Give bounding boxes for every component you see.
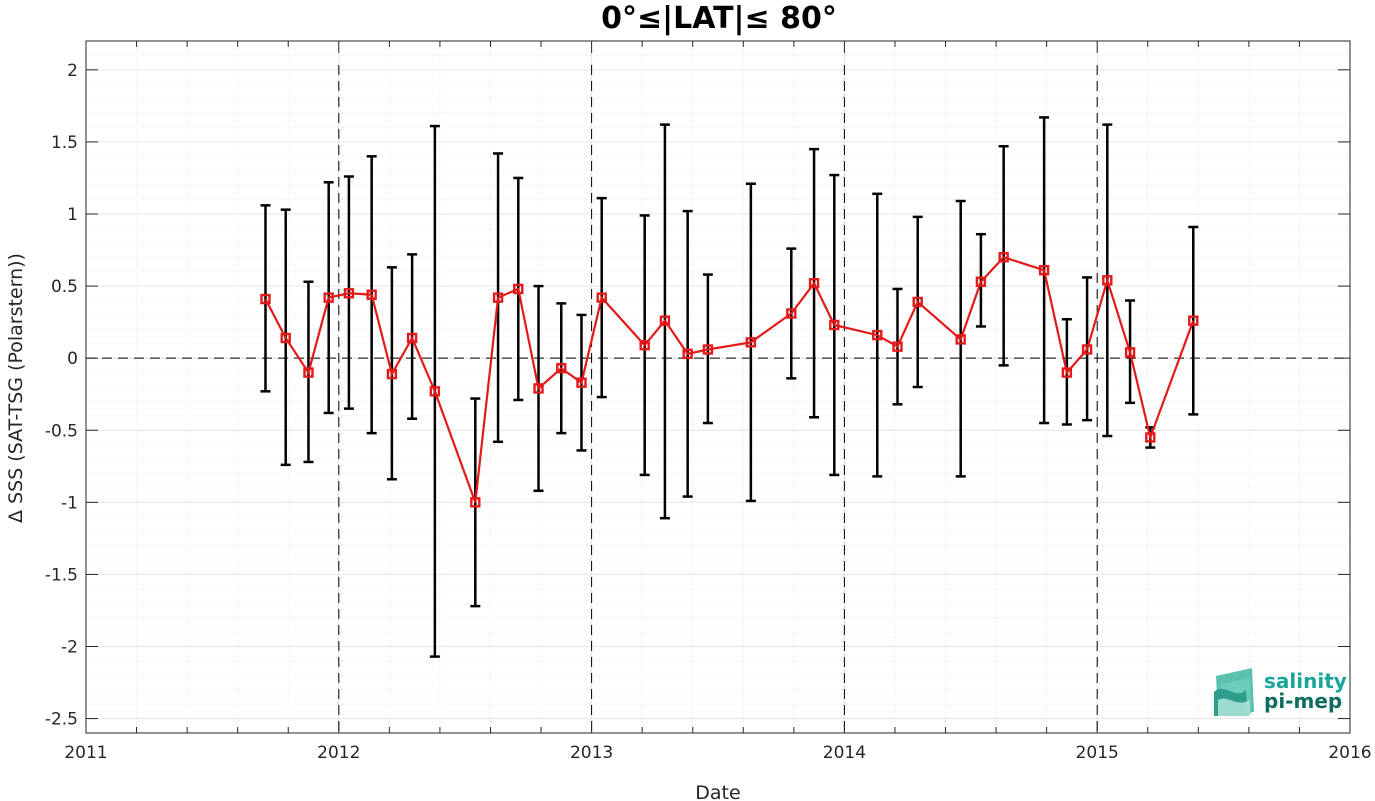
data-point-marker [1124, 347, 1136, 358]
y-tick-labels: 2 1.5 1 0.5 0 -0.5 -1 -1.5 -2 -2.5 [45, 61, 78, 730]
data-point-marker [556, 363, 567, 374]
data-point-marker [303, 367, 314, 378]
y-tick-label: 0 [67, 349, 78, 369]
data-point-marker [429, 386, 441, 397]
y-tick-label: 1.5 [51, 133, 78, 153]
x-tick-label: 2013 [570, 743, 613, 763]
data-point-marker [745, 337, 757, 348]
data-point-marker [975, 276, 987, 287]
data-point-marker [872, 329, 883, 341]
data-point-marker [470, 497, 481, 508]
data-point-marker [1081, 344, 1093, 355]
x-tick-label: 2015 [1076, 743, 1119, 763]
data-point-marker [260, 293, 271, 305]
data-point-marker [280, 332, 291, 344]
axis-ticks [85, 41, 1351, 733]
data-point-marker [912, 296, 923, 308]
data-point-marker [1188, 315, 1199, 326]
y-tick-label: -1 [61, 493, 78, 513]
y-tick-label: -2.5 [45, 710, 78, 730]
grid [85, 40, 1351, 734]
data-point-marker [533, 383, 544, 394]
series-markers [260, 252, 1199, 508]
data-point-marker [1061, 367, 1073, 378]
data-point-marker [386, 368, 398, 380]
y-axis-label: Δ SSS (SAT-TSG (Polarstern)) [5, 253, 27, 523]
y-tick-label: -0.5 [45, 421, 78, 441]
x-tick-label: 2014 [823, 743, 866, 763]
x-axis-label: Date [695, 782, 740, 801]
data-point-marker [323, 292, 334, 303]
plot-area-frame [85, 40, 1351, 734]
x-tick-labels: 2011 2012 2013 2014 2015 2016 [64, 743, 1371, 763]
data-point-marker [892, 341, 903, 352]
data-point-marker [492, 292, 504, 303]
data-point-marker [1102, 275, 1113, 286]
error-bars [260, 116, 1199, 658]
data-point-marker [808, 278, 820, 289]
logo-wave-icon [1214, 668, 1254, 716]
salinity-pi-mep-logo: salinity pi-mep [1214, 668, 1347, 716]
data-point-marker [406, 332, 418, 344]
data-point-marker [366, 289, 377, 300]
y-tick-label: 1 [67, 205, 78, 225]
data-point-marker [513, 283, 524, 295]
data-point-marker [955, 334, 966, 345]
data-point-marker [639, 339, 650, 351]
data-point-marker [343, 288, 355, 299]
chart-title: 0°≤|LAT|≤ 80° [601, 1, 837, 36]
data-point-marker [659, 315, 671, 326]
data-point-marker [1145, 432, 1156, 443]
data-point-marker [829, 319, 840, 331]
y-tick-label: -2 [61, 638, 78, 658]
data-point-marker [576, 377, 587, 388]
data-point-marker [702, 344, 714, 355]
data-point-marker [1038, 265, 1050, 276]
x-tick-label: 2016 [1328, 743, 1371, 763]
data-point-marker [998, 252, 1009, 263]
y-tick-label: 0.5 [51, 277, 78, 297]
data-point-marker [786, 308, 797, 319]
y-tick-label: -1.5 [45, 565, 78, 585]
y-tick-label: 2 [67, 61, 78, 81]
logo-text-salinity: salinity [1264, 669, 1347, 693]
data-point-marker [596, 292, 607, 303]
logo-text-pi-mep: pi-mep [1264, 689, 1342, 713]
x-tick-label: 2012 [317, 743, 360, 763]
data-point-marker [682, 348, 693, 360]
x-tick-label: 2011 [64, 743, 107, 763]
series-line [264, 255, 1195, 503]
year-divider-lines [338, 65, 1098, 733]
